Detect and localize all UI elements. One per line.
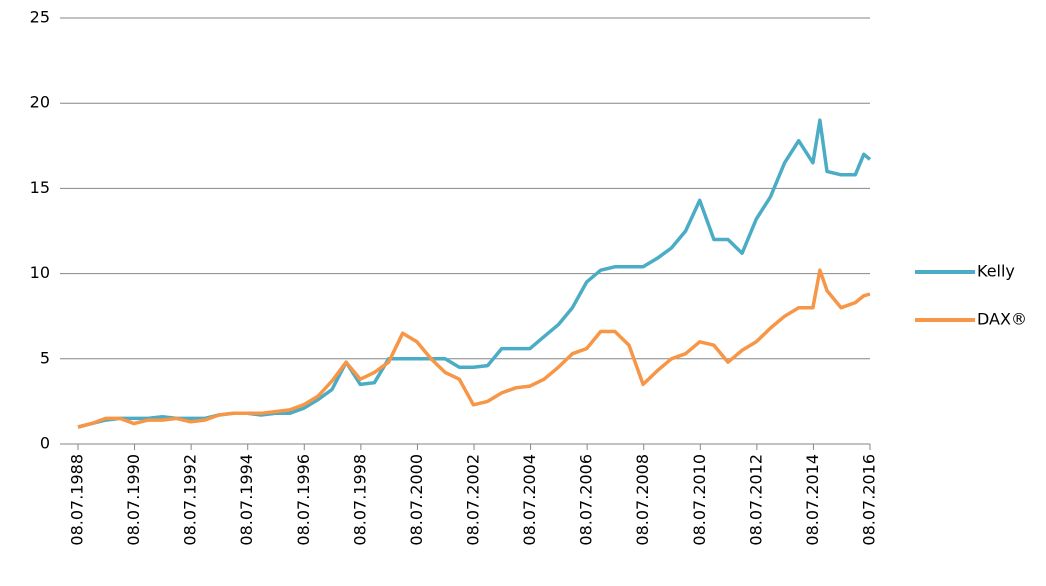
y-tick-label: 25 bbox=[30, 8, 50, 27]
y-tick-label: 10 bbox=[30, 263, 50, 282]
x-tick-label: 08.07.1998 bbox=[350, 454, 369, 546]
x-tick-label: 08.07.2002 bbox=[464, 454, 483, 546]
x-tick-label: 08.07.1994 bbox=[237, 454, 256, 546]
x-tick-label: 08.07.2008 bbox=[633, 454, 652, 546]
y-tick-label: 0 bbox=[40, 434, 50, 453]
x-tick-label: 08.07.1992 bbox=[181, 454, 200, 546]
x-tick-label: 08.07.2014 bbox=[803, 454, 822, 546]
x-tick-label: 08.07.2006 bbox=[577, 454, 596, 546]
x-tick-label: 08.07.2010 bbox=[690, 454, 709, 546]
y-tick-label: 5 bbox=[40, 348, 50, 367]
series-line bbox=[77, 268, 871, 429]
x-tick-label: 08.07.1996 bbox=[294, 454, 313, 546]
x-tick-label: 08.07.2000 bbox=[407, 454, 426, 546]
legend-label: Kelly bbox=[977, 262, 1015, 281]
legend-label: DAX® bbox=[977, 310, 1027, 329]
x-tick-label: 08.07.1990 bbox=[124, 454, 143, 546]
y-tick-label: 15 bbox=[30, 178, 50, 197]
x-tick-label: 08.07.2016 bbox=[860, 454, 879, 546]
x-tick-label: 08.07.2012 bbox=[746, 454, 765, 546]
y-tick-label: 20 bbox=[30, 93, 50, 112]
x-tick-label: 08.07.1988 bbox=[68, 454, 87, 546]
x-tick-label: 08.07.2004 bbox=[520, 454, 539, 546]
